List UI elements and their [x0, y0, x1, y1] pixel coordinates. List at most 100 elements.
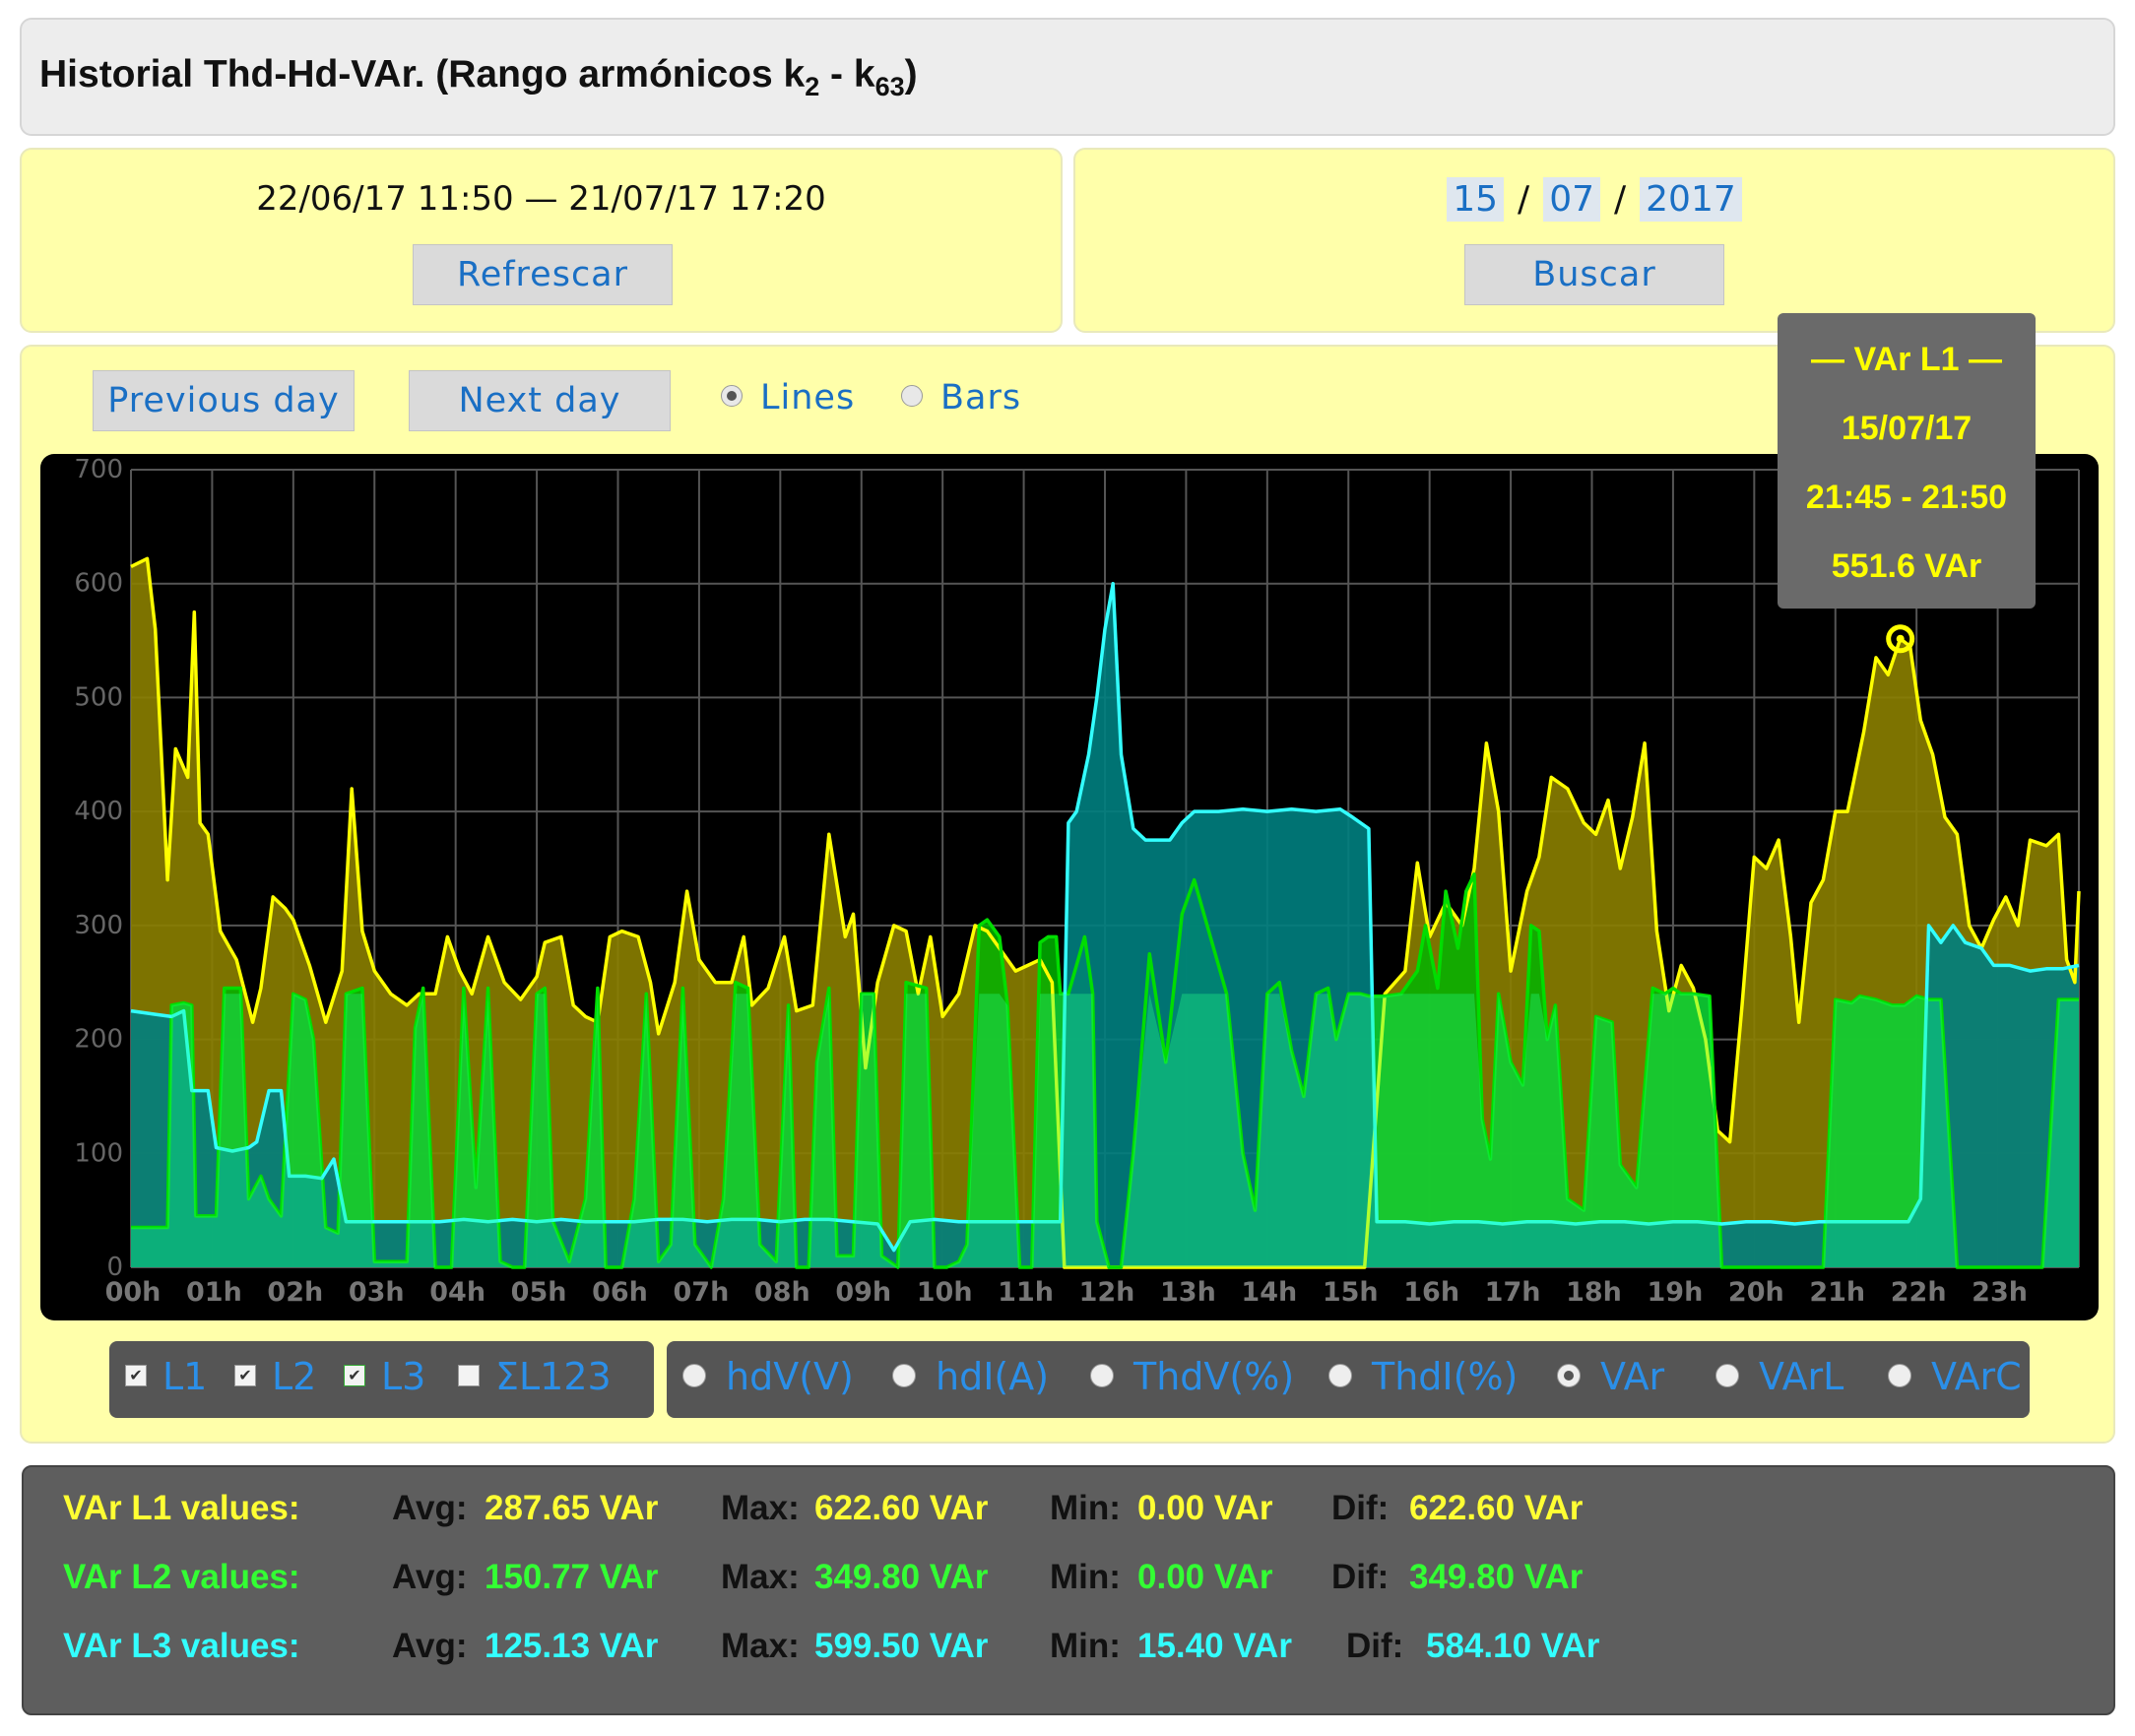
min-label: Min: [1050, 1627, 1121, 1665]
stats-panel: VAr L1 values: Avg: 287.65 VAr Max: 622.… [22, 1465, 2115, 1715]
legend-l2[interactable]: ✔ L2 [234, 1355, 316, 1398]
radio-unselected-icon [901, 385, 923, 407]
x-tick-label: 20h [1728, 1277, 1784, 1308]
x-tick-label: 05h [511, 1277, 567, 1308]
dif-value: 622.60 VAr [1409, 1489, 1584, 1527]
search-panel: 15 / 07 / 2017 Buscar [1073, 148, 2115, 333]
tooltip-time: 21:45 - 21:50 [1805, 479, 2008, 516]
date-separator: / [1614, 179, 1627, 220]
x-tick-label: 18h [1566, 1277, 1622, 1308]
day-input[interactable]: 15 [1447, 177, 1505, 222]
date-inputs: 15 / 07 / 2017 [1075, 177, 2113, 222]
x-tick-label: 23h [1972, 1277, 2028, 1308]
next-day-button[interactable]: Next day [409, 370, 671, 431]
min-label: Min: [1050, 1558, 1121, 1596]
dif-value: 349.80 VAr [1409, 1558, 1584, 1596]
tooltip-value: 551.6 VAr [1831, 547, 1982, 585]
chart[interactable]: 0 100 200 300 400 500 600 700 00h 01h 02h 03h 04h 05h… [40, 454, 2099, 1320]
var-varc[interactable]: VArC [1888, 1355, 2022, 1398]
radio-icon [1090, 1363, 1114, 1387]
lines-radio[interactable]: Lines [721, 378, 855, 418]
checkbox-icon: ✔ [344, 1364, 365, 1386]
variable-legend: hdV(V) hdI(A) ThdV(%) ThdI(%) VAr VArL V… [667, 1341, 2030, 1418]
legend-sum-l123[interactable]: ΣL123 [458, 1355, 612, 1398]
x-tick-label: 13h [1160, 1277, 1216, 1308]
month-input[interactable]: 07 [1543, 177, 1600, 222]
previous-day-button[interactable]: Previous day [93, 370, 355, 431]
y-tick-label: 400 [74, 797, 123, 826]
avg-value: 150.77 VAr [485, 1558, 659, 1596]
radio-selected-icon [721, 385, 743, 407]
stat-label: VAr L2 values: [63, 1558, 300, 1596]
search-button[interactable]: Buscar [1464, 244, 1724, 305]
var-varl[interactable]: VArL [1715, 1355, 1844, 1398]
y-tick-label: 300 [74, 911, 123, 940]
x-tick-label: 02h [267, 1277, 323, 1308]
x-tick-label: 19h [1648, 1277, 1704, 1308]
chart-panel: Previous day Next day Lines Bars 0 100 200… [20, 345, 2115, 1444]
radio-icon [1888, 1363, 1911, 1387]
y-tick-label: 100 [74, 1138, 123, 1168]
dif-label: Dif: [1331, 1489, 1390, 1527]
series-line-3 [130, 581, 2080, 1253]
min-value: 0.00 VAr [1137, 1489, 1273, 1527]
y-tick-label: 0 [106, 1253, 123, 1282]
x-tick-label: 22h [1891, 1277, 1947, 1308]
year-input[interactable]: 2017 [1640, 177, 1742, 222]
x-tick-label: 03h [349, 1277, 405, 1308]
min-value: 0.00 VAr [1137, 1558, 1273, 1596]
max-label: Max: [721, 1558, 800, 1596]
y-tick-label: 500 [74, 682, 123, 712]
tooltip-date: 15/07/17 [1841, 410, 1973, 447]
checkbox-icon: ✔ [234, 1364, 256, 1386]
radio-icon [1715, 1363, 1739, 1387]
refresh-panel: 22/06/17 11:50 — 21/07/17 17:20 Refresca… [20, 148, 1063, 333]
x-tick-label: 11h [998, 1277, 1054, 1308]
x-tick-label: 00h [105, 1277, 162, 1308]
chart-tooltip: — VAr L1 — 15/07/17 21:45 - 21:50 551.6 … [1778, 313, 2036, 609]
max-label: Max: [721, 1627, 800, 1665]
bars-radio[interactable]: Bars [901, 378, 1021, 418]
x-tick-label: 04h [429, 1277, 485, 1308]
var-var[interactable]: VAr [1557, 1355, 1664, 1398]
series-area-3 [131, 583, 2079, 1267]
min-label: Min: [1050, 1489, 1121, 1527]
series-area-l2-light [131, 994, 2079, 1267]
series-line-1 [130, 556, 2081, 1269]
x-tick-label: 08h [754, 1277, 810, 1308]
x-tick-label: 06h [592, 1277, 648, 1308]
stat-label: VAr L1 values: [63, 1489, 300, 1527]
series-area-2 [131, 873, 2079, 1267]
max-value: 349.80 VAr [814, 1558, 989, 1596]
tooltip-series: — VAr L1 — [1811, 341, 2002, 378]
y-tick-label: 200 [74, 1025, 123, 1055]
dif-label: Dif: [1346, 1627, 1404, 1665]
refresh-button[interactable]: Refrescar [413, 244, 673, 305]
var-thdv[interactable]: ThdV(%) [1090, 1355, 1294, 1398]
x-tick-label: 14h [1241, 1277, 1297, 1308]
highlight-marker [1886, 624, 1915, 654]
legend-l1[interactable]: ✔ L1 [125, 1355, 207, 1398]
y-tick-label: 700 [74, 455, 123, 484]
radio-icon [1328, 1363, 1352, 1387]
radio-icon [892, 1363, 916, 1387]
x-tick-label: 16h [1403, 1277, 1459, 1308]
max-value: 622.60 VAr [814, 1489, 989, 1527]
stat-label: VAr L3 values: [63, 1627, 300, 1665]
x-tick-label: 21h [1809, 1277, 1865, 1308]
chart-svg: 0 100 200 300 400 500 600 700 00h 01h 02h 03h 04h 05h… [74, 455, 2081, 1308]
var-thdi[interactable]: ThdI(%) [1328, 1355, 1518, 1398]
series-line-2 [131, 872, 2079, 1269]
phase-legend: ✔ L1 ✔ L2 ✔ L3 ΣL123 [109, 1341, 654, 1418]
radio-icon [1557, 1363, 1581, 1387]
radio-icon [682, 1363, 706, 1387]
var-hdv[interactable]: hdV(V) [682, 1355, 854, 1398]
highlight-dot [1896, 634, 1905, 643]
avg-label: Avg: [392, 1558, 468, 1596]
var-hdi[interactable]: hdI(A) [892, 1355, 1049, 1398]
checkbox-icon [458, 1364, 480, 1386]
x-tick-label: 07h [674, 1277, 730, 1308]
avg-label: Avg: [392, 1627, 468, 1665]
legend-l3[interactable]: ✔ L3 [344, 1355, 425, 1398]
title-panel: Historial Thd-Hd-VAr. (Rango armónicos k… [20, 18, 2115, 136]
